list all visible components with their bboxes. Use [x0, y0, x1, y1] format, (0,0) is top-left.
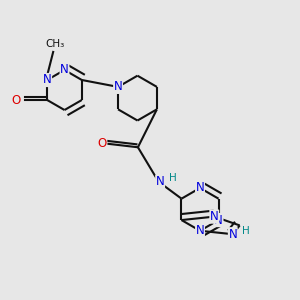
Text: N: N: [214, 214, 223, 226]
Text: CH₃: CH₃: [45, 39, 64, 50]
Text: H: H: [242, 226, 249, 236]
Text: N: N: [210, 210, 219, 223]
Text: H: H: [169, 173, 177, 183]
Text: N: N: [196, 182, 204, 194]
Text: N: N: [60, 64, 69, 76]
Text: O: O: [12, 94, 21, 106]
Text: N: N: [196, 224, 204, 237]
Text: N: N: [43, 74, 52, 86]
Text: N: N: [114, 80, 122, 93]
Text: N: N: [156, 175, 164, 188]
Text: N: N: [228, 228, 237, 241]
Text: O: O: [98, 137, 107, 150]
